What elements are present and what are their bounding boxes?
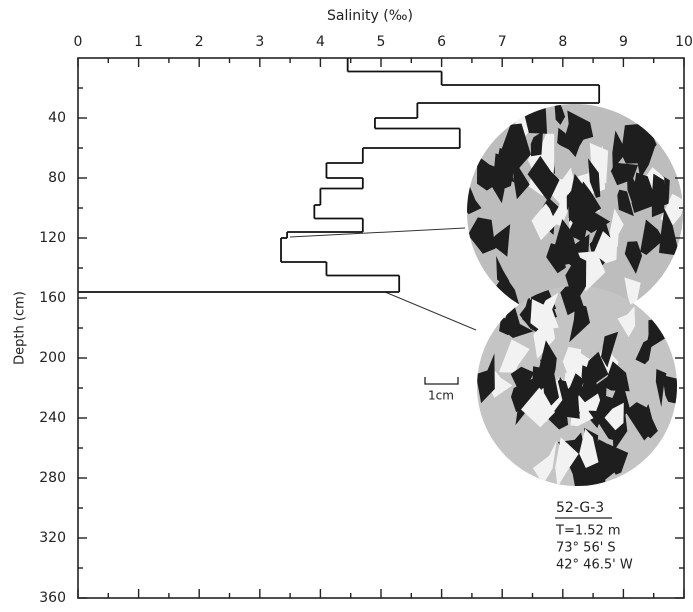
photo-blob	[571, 455, 600, 486]
x-tick-label: 10	[675, 34, 693, 50]
photo-blob	[581, 351, 609, 394]
y-tick-label: 360	[39, 590, 66, 606]
photo-blob	[624, 241, 643, 274]
y-tick-label: 40	[48, 110, 66, 126]
photo-blob	[531, 203, 557, 241]
photo-blob	[604, 402, 624, 431]
photo-blob	[589, 142, 609, 184]
x-tick-label: 8	[558, 34, 567, 50]
x-tick-label: 3	[255, 34, 264, 50]
y-tick-label: 120	[39, 230, 66, 246]
photo-blob	[659, 208, 680, 256]
photo-blob	[477, 353, 495, 404]
x-tick-label: 9	[619, 34, 628, 50]
photo-blob	[527, 155, 560, 203]
scale-bar	[424, 377, 459, 385]
photo-blob	[617, 306, 636, 337]
chart-title: Salinity (‰)	[327, 8, 413, 24]
longitude: 42° 46.5' W	[556, 558, 633, 573]
y-tick-label: 200	[39, 350, 66, 366]
photo-blob	[612, 130, 625, 170]
leader-line	[384, 291, 477, 331]
photo-texture	[467, 104, 683, 320]
photo-blob	[521, 387, 555, 428]
photo-blob	[662, 375, 677, 406]
y-axis-label: Depth (cm)	[13, 291, 28, 365]
photo-blob	[512, 146, 530, 200]
photo-blob	[617, 189, 634, 217]
y-tick-label: 240	[39, 410, 66, 426]
photo-blob	[535, 292, 559, 320]
photo-blob	[553, 251, 575, 267]
photo-blob	[579, 428, 599, 468]
photo-blob	[608, 208, 624, 248]
photo-blob	[581, 466, 606, 486]
photo-blob	[467, 178, 482, 215]
x-tick-label: 0	[74, 34, 83, 50]
x-tick-label: 2	[195, 34, 204, 50]
photo-blob	[603, 361, 630, 392]
photo-blob	[625, 402, 651, 441]
photo-blob	[565, 256, 587, 306]
x-tick-label: 6	[437, 34, 446, 50]
photo-blob	[655, 369, 667, 408]
core-id: 52-G-3	[556, 500, 604, 516]
photo-blob	[524, 104, 548, 134]
leader-line	[289, 227, 466, 238]
photo-blob	[492, 147, 517, 193]
photo-blob	[569, 373, 585, 401]
photo-blob	[640, 219, 664, 255]
photo-blob	[515, 381, 532, 426]
photo-blob	[567, 202, 588, 243]
latitude: 73° 56' S	[556, 541, 616, 556]
photo-blob	[533, 323, 555, 359]
photo-blob	[496, 255, 510, 284]
x-tick-label: 7	[498, 34, 507, 50]
photo-blob	[536, 133, 555, 177]
y-tick-label: 160	[39, 290, 66, 306]
photo-blob	[588, 158, 601, 198]
photo-texture	[477, 286, 677, 486]
core-photos	[467, 104, 683, 486]
x-tick-label: 4	[316, 34, 325, 50]
photo-blob	[553, 104, 566, 125]
photo-blob	[555, 437, 579, 486]
y-tick-label: 80	[48, 170, 66, 186]
photo-blob	[635, 336, 654, 365]
x-tick-label: 5	[377, 34, 386, 50]
y-tick-label: 320	[39, 530, 66, 546]
photo-blob	[624, 277, 641, 314]
scale-label: 1cm	[428, 389, 454, 403]
photo-blob	[593, 231, 618, 264]
photo-blob	[532, 440, 557, 485]
photo-blob	[530, 131, 543, 157]
photo-blob	[569, 303, 590, 343]
photo-blob	[631, 172, 658, 213]
photo-blob	[510, 366, 534, 404]
x-tick-label: 1	[134, 34, 143, 50]
photo-blob	[601, 331, 619, 368]
photo-blob	[557, 127, 573, 152]
y-tick-label: 280	[39, 470, 66, 486]
photo-blob	[483, 224, 511, 257]
photo-blob	[621, 123, 645, 164]
thickness: T=1.52 m	[555, 524, 621, 539]
photo-blob	[499, 339, 530, 373]
photo-blob	[651, 173, 665, 218]
